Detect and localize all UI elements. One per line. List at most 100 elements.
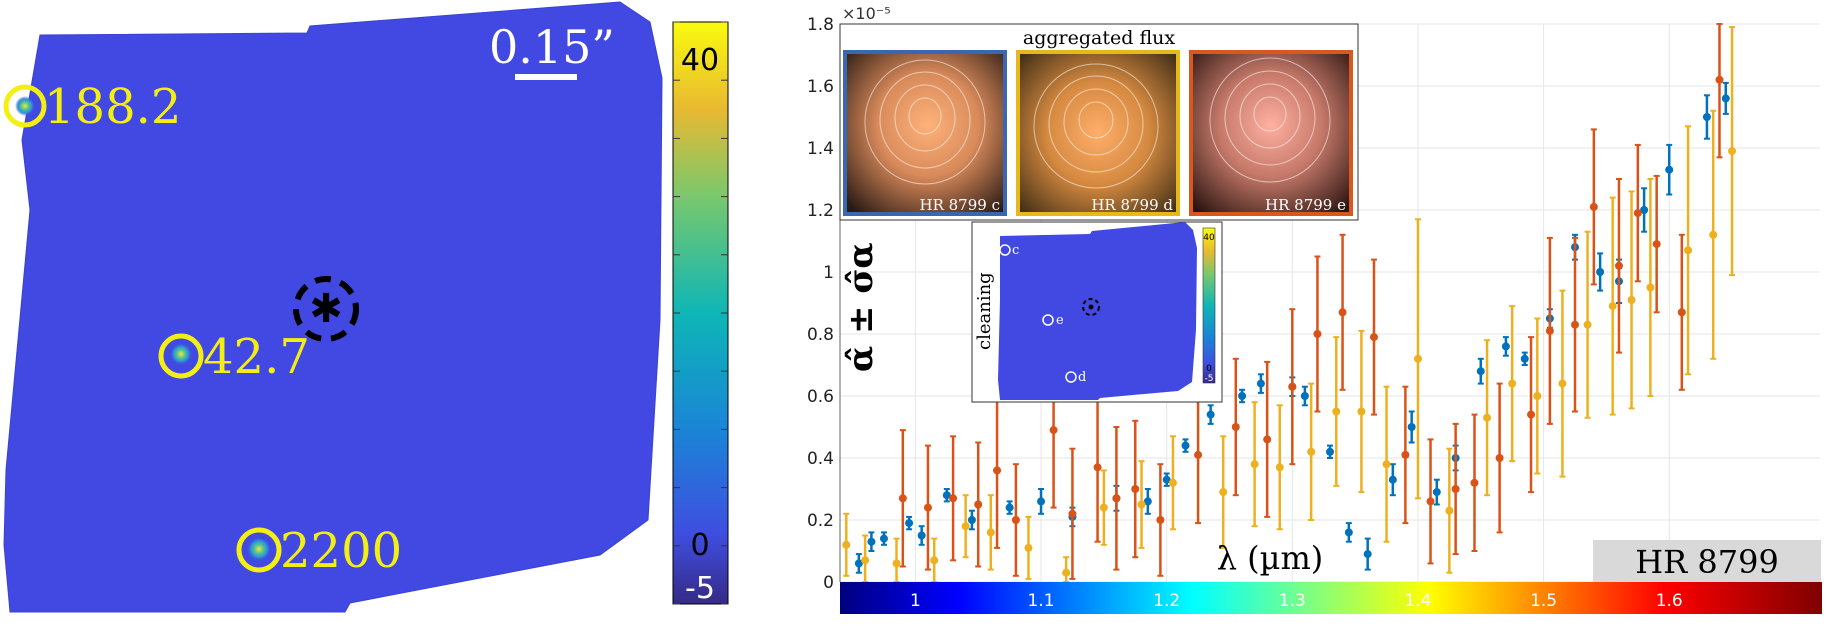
detection-circle-c [3,84,47,128]
wavelength-tick-label: 1 [910,591,921,611]
data-point [1721,94,1730,103]
data-point [1401,450,1410,459]
data-point [961,522,970,531]
x-axis-label: λ (µm) [1217,539,1324,577]
data-point [1256,379,1265,388]
data-point [1702,113,1711,121]
data-point [1476,367,1485,376]
data-point [923,503,932,512]
data-point [1275,463,1284,472]
data-point [1338,308,1347,317]
data-point [1426,497,1435,506]
cleaning-map [998,222,1197,400]
data-point [1143,497,1152,506]
data-point [867,537,876,546]
data-point [1131,485,1140,493]
cleaning-marker-c [999,244,1011,256]
data-point [1250,460,1259,469]
data-point [1520,354,1529,363]
wavelength-tick-label: 1.1 [1028,591,1055,611]
y-tick-label: 0.2 [807,511,834,531]
data-point [1344,528,1353,537]
data-point [1677,308,1686,317]
data-point [1112,494,1121,503]
data-point [1533,392,1542,400]
data-point [1640,206,1649,214]
data-point [930,556,939,565]
data-point [1099,503,1108,512]
data-point [1627,295,1636,304]
detection-colorbar: 40 0 -5 [672,21,729,606]
data-point [1728,147,1737,156]
data-point [967,516,976,524]
data-point [1206,410,1215,419]
data-point [1181,441,1190,450]
data-point [1288,382,1297,391]
y-tick-label: 1.6 [807,77,834,97]
data-point [1005,503,1014,512]
y-tick-label: 1.2 [807,201,834,221]
data-point [1527,410,1536,419]
data-point [1156,516,1165,524]
detection-markers [3,84,282,573]
data-point [1633,209,1642,218]
data-point [1652,240,1661,249]
data-point [892,559,901,568]
flux-panel-c: HR 8799 c [843,50,1007,216]
cleaning-label-c: c [1012,243,1019,258]
data-point [949,494,958,503]
data-point [1646,283,1655,292]
detection-label-c: 188.2 [44,79,181,135]
cleaning-colorbar-neg5: -5 [1205,374,1214,384]
data-point [1357,407,1366,416]
data-point [1432,488,1441,497]
data-point [1332,407,1341,416]
detection-circle-e [158,333,204,379]
data-point [1545,326,1554,335]
inset-cleaning-label: cleaning [974,272,995,350]
y-tick-label: 0.6 [807,387,834,407]
wavelength-tick-label: 1.3 [1279,591,1306,611]
data-point [879,534,888,543]
y-tick-label: 1.4 [807,139,834,159]
data-point [1363,550,1372,559]
detection-circle-d [236,527,282,573]
data-point [1470,478,1479,487]
y-tick-labels: 0 0.2 0.4 0.6 0.8 1 1.2 1.4 1.6 1.8 [807,15,834,593]
detection-map-field [3,1,663,613]
colorbar-tick-neg5: -5 [685,571,715,606]
data-point [1715,75,1724,84]
data-point [1583,320,1592,329]
data-point [1024,543,1033,552]
inset-aggregated-flux: aggregated flux HR 8799 c HR 8799 d HR 8 [839,23,1359,221]
data-point [1037,497,1046,506]
detection-label-e: 42.7 [203,329,310,385]
wavelength-tick-label: 1.4 [1404,591,1431,611]
data-point [1684,246,1693,255]
scale-bar [515,74,577,80]
colorbar-tick-40: 40 [681,43,719,78]
data-point [1049,426,1058,435]
y-tick-label: 1 [823,263,834,283]
star-icon: ✱ [309,286,343,332]
y-axis-label: α̂ ± σ̂α [841,242,881,372]
data-point [917,531,926,540]
cleaning-marker-d [1065,371,1077,383]
wavelength-tick-label: 1.2 [1153,591,1180,611]
cleaning-colorbar [1202,227,1216,384]
data-point [1558,379,1567,388]
data-point [993,466,1002,475]
data-point [1407,423,1416,431]
detection-blob [15,96,271,561]
data-point [1445,506,1454,515]
data-point [861,556,870,565]
data-point [1093,463,1102,472]
data-point [842,540,851,549]
cleaning-star-marker [1082,298,1100,316]
data-point [1313,330,1322,338]
flux-panel-e: HR 8799 e [1189,50,1353,216]
data-point [974,500,983,509]
data-point [1219,488,1228,497]
data-point [1231,423,1240,431]
